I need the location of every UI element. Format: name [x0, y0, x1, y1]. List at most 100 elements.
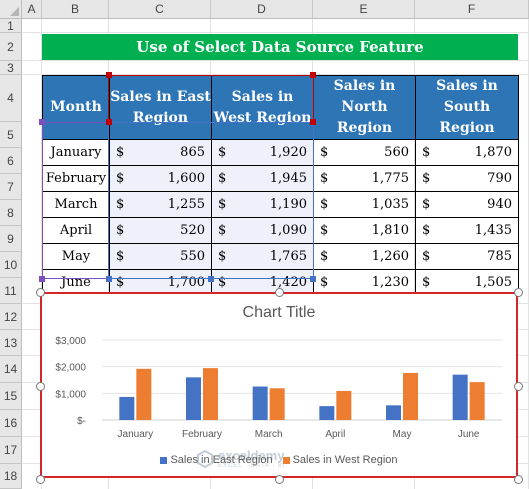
- value-cell[interactable]: $1,190: [211, 191, 314, 218]
- value-cell[interactable]: $940: [415, 191, 519, 218]
- value-cell[interactable]: $1,035: [313, 191, 416, 218]
- chart-resize-handle[interactable]: [36, 475, 45, 484]
- value-cell[interactable]: $1,945: [211, 165, 314, 192]
- bar-west[interactable]: [203, 368, 218, 420]
- header-month[interactable]: Month: [42, 75, 110, 140]
- month-cell[interactable]: January: [42, 139, 110, 166]
- chart-resize-handle[interactable]: [275, 475, 284, 484]
- column-header-f[interactable]: F: [415, 0, 529, 19]
- bar-west[interactable]: [469, 382, 485, 420]
- chart-resize-handle[interactable]: [514, 288, 523, 297]
- month-cell[interactable]: February: [42, 165, 110, 192]
- row-header-14[interactable]: 14: [0, 356, 22, 383]
- selection-resize-handle[interactable]: [106, 119, 112, 125]
- bar-west[interactable]: [336, 390, 352, 420]
- row-header-17[interactable]: 17: [0, 437, 22, 464]
- row-header-13[interactable]: 13: [0, 330, 22, 356]
- row-header-18[interactable]: 18: [0, 464, 22, 489]
- chart-resize-handle[interactable]: [36, 382, 45, 391]
- bar-east[interactable]: [252, 386, 268, 420]
- row-header-4[interactable]: 4: [0, 75, 22, 122]
- value-cell[interactable]: $1,260: [313, 243, 416, 270]
- value-cell[interactable]: $1,505: [415, 269, 519, 296]
- selection-resize-handle[interactable]: [208, 276, 214, 282]
- chart-plot-area[interactable]: $3,000 $2,000 $1,000 $- January February March…: [42, 294, 516, 476]
- row-header-9[interactable]: 9: [0, 226, 22, 252]
- chart-resize-handle[interactable]: [275, 288, 284, 297]
- cell-value: 550: [180, 249, 205, 264]
- value-cell[interactable]: $1,230: [313, 269, 416, 296]
- value-cell[interactable]: $1,255: [109, 191, 212, 218]
- value-cell[interactable]: $790: [415, 165, 519, 192]
- row-header-15[interactable]: 15: [0, 383, 22, 410]
- month-cell[interactable]: April: [42, 217, 110, 244]
- bar-east[interactable]: [119, 396, 135, 420]
- chart-resize-handle[interactable]: [36, 288, 45, 297]
- row-header-5[interactable]: 5: [0, 122, 22, 148]
- chart-resize-handle[interactable]: [514, 382, 523, 391]
- selection-resize-handle[interactable]: [310, 72, 316, 78]
- row-header-11[interactable]: 11: [0, 278, 22, 304]
- clustered-column-chart[interactable]: Chart Title $3,000 $2,000 $1,000 $- January F…: [40, 292, 518, 478]
- bar-west[interactable]: [136, 368, 152, 420]
- selection-resize-handle[interactable]: [310, 276, 316, 282]
- value-cell[interactable]: $1,765: [211, 243, 314, 270]
- selection-resize-handle[interactable]: [310, 119, 316, 125]
- legend-item-west[interactable]: Sales in West Region: [282, 454, 398, 466]
- selection-resize-handle[interactable]: [39, 276, 45, 282]
- column-header-d[interactable]: D: [211, 0, 313, 19]
- currency-symbol: $: [422, 275, 431, 290]
- value-cell[interactable]: $785: [415, 243, 519, 270]
- column-header-e[interactable]: E: [313, 0, 415, 19]
- row-header-16[interactable]: 16: [0, 410, 22, 437]
- bar-west[interactable]: [403, 372, 418, 420]
- row-header-3[interactable]: 3: [0, 61, 22, 75]
- legend-item-east[interactable]: Sales in East Region: [160, 454, 273, 466]
- row-header-8[interactable]: 8: [0, 200, 22, 226]
- chart-title[interactable]: Chart Title: [242, 304, 316, 321]
- value-cell[interactable]: $1,420: [211, 269, 314, 296]
- value-cell[interactable]: $1,775: [313, 165, 416, 192]
- value-cell[interactable]: $560: [313, 139, 416, 166]
- bar-east[interactable]: [319, 406, 335, 420]
- value-cell[interactable]: $550: [109, 243, 212, 270]
- row-header-2[interactable]: 2: [0, 33, 22, 61]
- row-header-12[interactable]: 12: [0, 304, 22, 330]
- value-cell[interactable]: $520: [109, 217, 212, 244]
- header-north[interactable]: Sales in North Region: [313, 75, 416, 140]
- month-cell[interactable]: March: [42, 191, 110, 218]
- value-cell[interactable]: $1,810: [313, 217, 416, 244]
- value-cell[interactable]: $1,870: [415, 139, 519, 166]
- sheet-title-banner[interactable]: Use of Select Data Source Feature: [42, 34, 518, 60]
- value-cell[interactable]: $1,600: [109, 165, 212, 192]
- chart-resize-handle[interactable]: [514, 475, 523, 484]
- value-cell[interactable]: $865: [109, 139, 212, 166]
- value-cell[interactable]: $1,920: [211, 139, 314, 166]
- column-header-a[interactable]: A: [22, 0, 42, 19]
- selection-resize-handle[interactable]: [39, 119, 45, 125]
- column-header-c[interactable]: C: [109, 0, 211, 19]
- currency-symbol: $: [218, 223, 227, 238]
- bar-east[interactable]: [452, 374, 468, 420]
- selection-resize-handle[interactable]: [106, 276, 112, 282]
- value-cell[interactable]: $1,090: [211, 217, 314, 244]
- selection-resize-handle[interactable]: [106, 72, 112, 78]
- select-all-corner[interactable]: [0, 0, 22, 19]
- chart-legend[interactable]: Sales in East Region Sales in West Regio…: [42, 454, 516, 466]
- cell-value: 865: [180, 145, 205, 160]
- value-cell[interactable]: $1,435: [415, 217, 519, 244]
- header-west[interactable]: Sales in West Region: [211, 75, 314, 140]
- row-header-1[interactable]: 1: [0, 19, 22, 33]
- bar-west[interactable]: [269, 388, 285, 420]
- header-east[interactable]: Sales in East Region: [109, 75, 212, 140]
- header-south[interactable]: Sales in South Region: [415, 75, 519, 140]
- month-cell[interactable]: May: [42, 243, 110, 270]
- column-header-b[interactable]: B: [42, 0, 109, 19]
- row-header-10[interactable]: 10: [0, 252, 22, 278]
- row-header-7[interactable]: 7: [0, 174, 22, 200]
- bar-east[interactable]: [386, 405, 401, 420]
- currency-symbol: $: [320, 197, 329, 212]
- value-cell[interactable]: $1,700: [109, 269, 212, 296]
- row-header-6[interactable]: 6: [0, 148, 22, 174]
- bar-east[interactable]: [186, 377, 201, 420]
